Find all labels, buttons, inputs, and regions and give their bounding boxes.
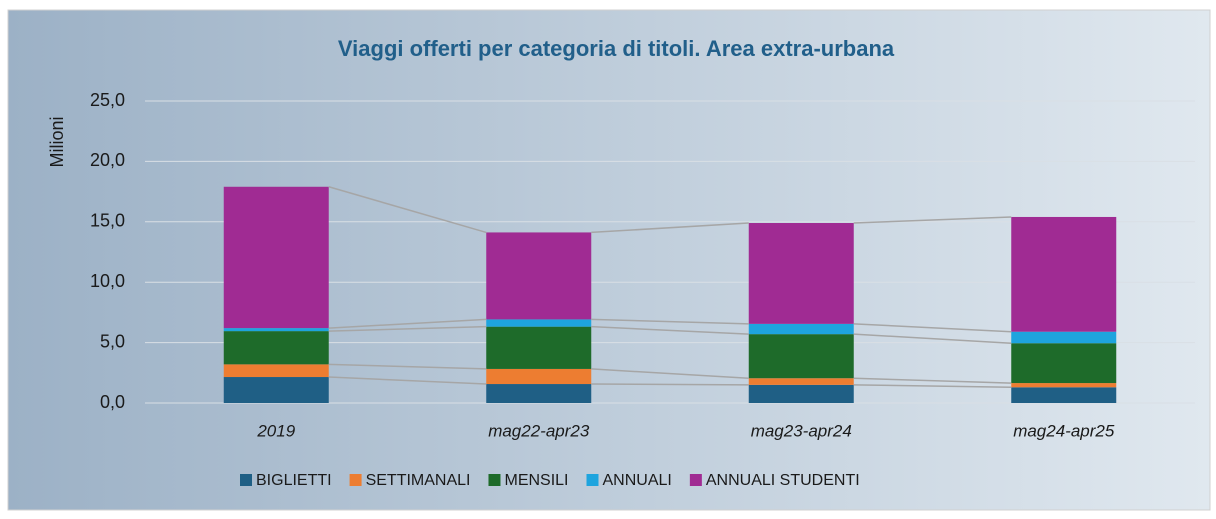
legend-swatch: [689, 474, 702, 486]
legend-label: BIGLIETTI: [256, 472, 332, 489]
bar-segment: [748, 334, 854, 379]
series-line: [591, 222, 749, 234]
bar-segment: [1011, 383, 1117, 388]
series-line: [853, 216, 1012, 224]
bar-segment: [1011, 331, 1117, 344]
legend-swatch: [349, 474, 362, 486]
bar-segment: [748, 223, 854, 324]
legend-label: MENSILI: [504, 472, 568, 489]
series-line: [853, 377, 1012, 384]
series-line: [853, 323, 1012, 333]
series-line: [328, 318, 487, 329]
bar-segment: [1011, 343, 1117, 384]
series-line: [591, 383, 749, 386]
x-tick-label: mag22-apr23: [488, 421, 590, 440]
bar-segment: [486, 384, 592, 403]
chart-title: Viaggi offerti per categoria di titoli. …: [338, 36, 895, 61]
series-line: [853, 333, 1012, 344]
bar-segment: [1011, 216, 1117, 332]
series-line: [328, 325, 487, 332]
x-tick-label: mag24-apr25: [1013, 421, 1115, 440]
series-line: [328, 363, 487, 370]
bar-segment: [223, 186, 329, 329]
bar-segment: [748, 378, 854, 385]
series-line: [328, 376, 487, 385]
bar-segment: [486, 319, 592, 327]
chart-area: [7, 9, 1211, 511]
x-tick-label: 2019: [256, 421, 295, 440]
bar-segment: [486, 326, 592, 369]
series-line: [591, 325, 749, 335]
y-tick-label: 0,0: [100, 392, 125, 412]
legend-label: ANNUALI STUDENTI: [706, 472, 860, 489]
y-tick-label: 5,0: [100, 331, 125, 351]
legend-swatch: [586, 474, 599, 486]
bar-segment: [223, 364, 329, 378]
legend-label: ANNUALI: [603, 472, 672, 489]
x-tick-label: mag23-apr24: [751, 421, 852, 440]
bar-segment: [1011, 387, 1117, 403]
bar-segment: [486, 232, 592, 320]
y-tick-label: 15,0: [90, 211, 125, 231]
series-line: [328, 186, 487, 234]
y-axis-label: Milioni: [47, 116, 67, 167]
series-line: [853, 384, 1012, 389]
y-tick-label: 20,0: [90, 150, 125, 170]
y-tick-label: 10,0: [90, 271, 125, 291]
bar-segment: [748, 384, 854, 403]
legend-label: SETTIMANALI: [366, 472, 471, 489]
series-line: [591, 318, 749, 325]
y-tick-label: 25,0: [90, 90, 125, 110]
bar-segment: [223, 328, 329, 332]
bar-segment: [223, 331, 329, 365]
bar-segment: [223, 377, 329, 403]
legend-swatch: [240, 474, 252, 486]
bar-segment: [748, 323, 854, 335]
bar-segment: [486, 368, 592, 385]
series-line: [591, 368, 749, 379]
legend-swatch: [488, 474, 501, 486]
